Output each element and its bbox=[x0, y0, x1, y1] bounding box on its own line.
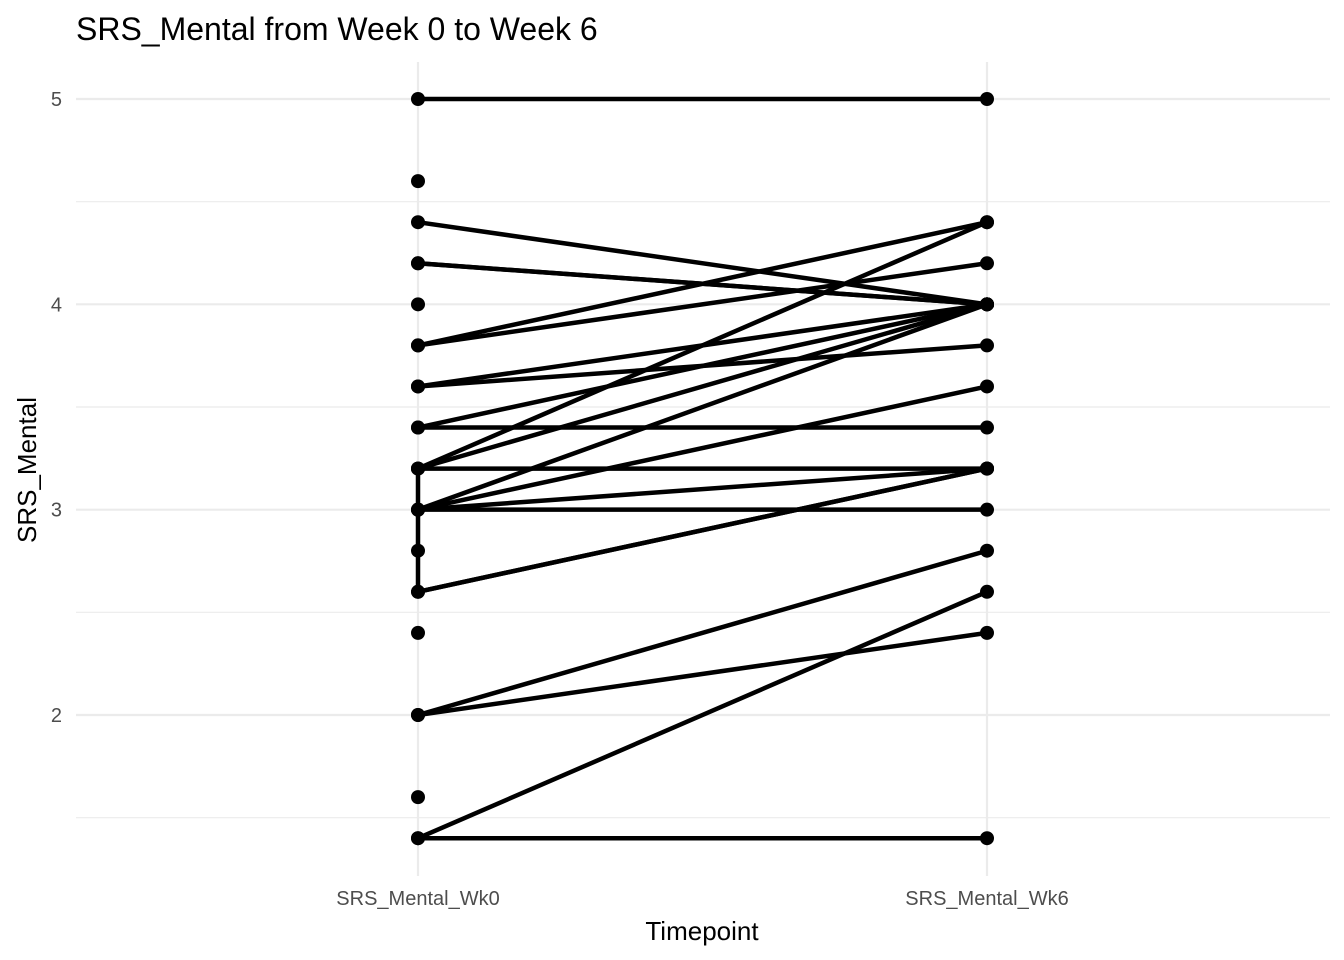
subject-line bbox=[417, 466, 988, 594]
subject-line bbox=[417, 466, 988, 512]
series-points bbox=[411, 92, 994, 846]
wk0-point bbox=[411, 379, 425, 394]
y-tick-label: 3 bbox=[51, 500, 62, 522]
wk0-point bbox=[411, 256, 425, 271]
x-tick-label: SRS_Mental_Wk6 bbox=[905, 888, 1068, 910]
wk6-point bbox=[980, 338, 994, 353]
wk0-point bbox=[411, 215, 425, 230]
chart-title: SRS_Mental from Week 0 to Week 6 bbox=[76, 11, 598, 47]
wk0-point bbox=[411, 297, 425, 312]
subject-line bbox=[417, 548, 988, 718]
wk0-point bbox=[411, 420, 425, 435]
wk6-point bbox=[980, 379, 994, 394]
subject-line bbox=[417, 302, 988, 471]
subject-line bbox=[417, 302, 988, 512]
wk6-point bbox=[980, 92, 994, 106]
wk0-point bbox=[411, 543, 425, 558]
subject-line bbox=[417, 220, 988, 348]
wk0-point bbox=[411, 502, 425, 517]
wk6-point bbox=[980, 584, 994, 599]
subject-line bbox=[417, 219, 988, 307]
wk6-point bbox=[980, 831, 994, 846]
wk6-point bbox=[980, 625, 994, 640]
x-tick-label: SRS_Mental_Wk0 bbox=[336, 888, 499, 910]
wk6-point bbox=[980, 461, 994, 476]
wk0-point bbox=[411, 831, 425, 846]
y-axis-title: SRS_Mental bbox=[12, 397, 42, 543]
subject-line bbox=[417, 261, 988, 348]
subject-line bbox=[417, 630, 988, 718]
subject-line bbox=[417, 220, 988, 471]
subject-line bbox=[417, 302, 988, 430]
series-lines bbox=[415, 96, 988, 841]
wk6-point bbox=[980, 420, 994, 435]
wk6-point bbox=[980, 297, 994, 312]
wk0-point bbox=[411, 174, 425, 189]
tick-labels: 2 3 4 5 SRS_Mental_Wk0 SRS_Mental_Wk6 bbox=[51, 89, 1069, 910]
subject-line bbox=[417, 589, 988, 841]
y-tick-label: 4 bbox=[51, 294, 62, 316]
wk0-point bbox=[411, 338, 425, 353]
x-axis-title: Timepoint bbox=[645, 916, 759, 946]
subject-line bbox=[417, 384, 988, 512]
wk0-point bbox=[411, 584, 425, 599]
wk6-point bbox=[980, 256, 994, 271]
wk0-point bbox=[411, 461, 425, 476]
wk6-point bbox=[980, 502, 994, 517]
wk0-point bbox=[411, 625, 425, 640]
wk0-point bbox=[411, 790, 425, 805]
wk6-point bbox=[980, 543, 994, 558]
y-tick-label: 2 bbox=[51, 705, 62, 727]
wk0-point bbox=[411, 92, 425, 106]
wk0-point bbox=[411, 708, 425, 722]
wk6-point bbox=[980, 215, 994, 230]
y-tick-label: 5 bbox=[51, 89, 62, 111]
